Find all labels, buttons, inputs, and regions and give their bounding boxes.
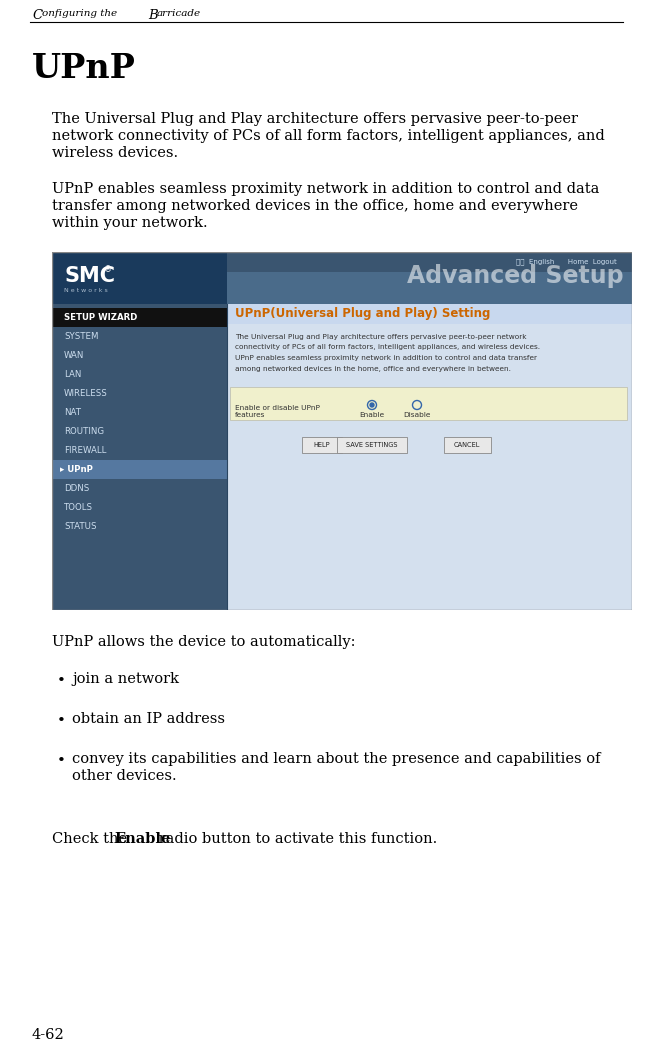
Text: convey its capabilities and learn about the presence and capabilities of: convey its capabilities and learn about … bbox=[72, 752, 601, 766]
Text: The Universal Plug and Play architecture offers pervasive peer-to-peer: The Universal Plug and Play architecture… bbox=[52, 112, 578, 126]
Text: UPnP: UPnP bbox=[32, 52, 136, 85]
Text: join a network: join a network bbox=[72, 672, 179, 686]
Text: transfer among networked devices in the office, home and everywhere: transfer among networked devices in the … bbox=[52, 199, 578, 213]
Text: •: • bbox=[57, 674, 66, 687]
Text: C: C bbox=[32, 9, 42, 22]
Text: arricade: arricade bbox=[157, 9, 201, 18]
Text: within your network.: within your network. bbox=[52, 216, 208, 230]
Text: other devices.: other devices. bbox=[72, 769, 176, 783]
Text: obtain an IP address: obtain an IP address bbox=[72, 712, 225, 726]
Text: •: • bbox=[57, 754, 66, 768]
Text: Check the: Check the bbox=[52, 832, 132, 846]
Text: •: • bbox=[57, 714, 66, 728]
Text: network connectivity of PCs of all form factors, intelligent appliances, and: network connectivity of PCs of all form … bbox=[52, 129, 605, 143]
Text: 4-62: 4-62 bbox=[32, 1028, 65, 1042]
Text: onfiguring the: onfiguring the bbox=[42, 9, 120, 18]
Text: Enable: Enable bbox=[114, 832, 170, 846]
Text: wireless devices.: wireless devices. bbox=[52, 146, 178, 160]
Text: radio button to activate this function.: radio button to activate this function. bbox=[154, 832, 438, 846]
Text: UPnP enables seamless proximity network in addition to control and data: UPnP enables seamless proximity network … bbox=[52, 182, 599, 196]
Text: B: B bbox=[148, 9, 158, 22]
Text: UPnP allows the device to automatically:: UPnP allows the device to automatically: bbox=[52, 635, 355, 649]
